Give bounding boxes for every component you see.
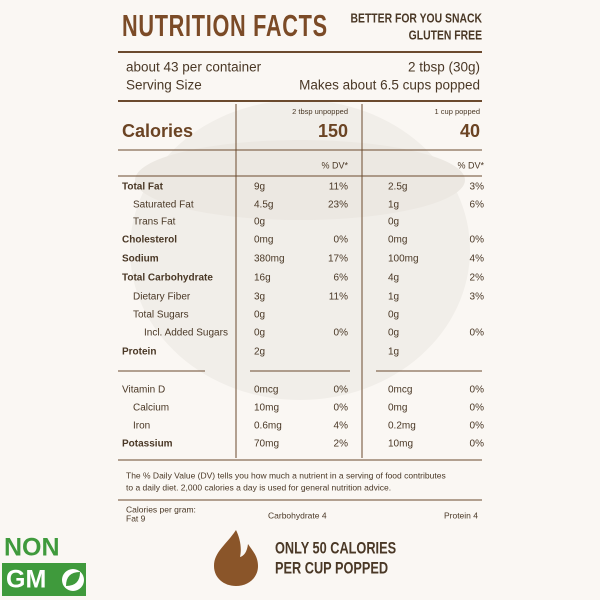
nutrient-name: Cholesterol bbox=[122, 235, 177, 246]
amount: 2g bbox=[254, 347, 265, 358]
tagline: BETTER FOR YOU SNACK bbox=[351, 11, 483, 25]
column-header: 2 tbsp unpopped bbox=[292, 107, 348, 116]
amount: 2.5g bbox=[388, 182, 407, 193]
nutrient-name: Protein bbox=[122, 347, 156, 358]
amount: 4.5g bbox=[254, 200, 273, 211]
carb-per-gram: Carbohydrate 4 bbox=[268, 510, 327, 520]
daily-value: 0% bbox=[470, 439, 485, 450]
tagline: GLUTEN FREE bbox=[409, 28, 482, 42]
amount: 0.2mg bbox=[388, 421, 416, 432]
daily-value: 2% bbox=[334, 439, 349, 450]
badge-text: GM bbox=[6, 566, 46, 594]
daily-value: 6% bbox=[470, 200, 485, 211]
amount: 9g bbox=[254, 182, 265, 193]
amount: 10mg bbox=[254, 403, 279, 414]
footnote: The % Daily Value (DV) tells you how muc… bbox=[126, 470, 446, 480]
calories-label: Calories bbox=[122, 121, 193, 141]
amount: 0g bbox=[388, 310, 399, 321]
daily-value: 0% bbox=[470, 421, 485, 432]
amount: 10mg bbox=[388, 439, 413, 450]
nutrient-name: Calcium bbox=[133, 403, 169, 414]
daily-value: 17% bbox=[328, 254, 348, 265]
daily-value: 0% bbox=[334, 235, 349, 246]
daily-value: 11% bbox=[329, 182, 348, 193]
amount: 1g bbox=[388, 347, 399, 358]
badge-text: NON bbox=[4, 534, 60, 562]
daily-value: 0% bbox=[334, 328, 349, 339]
daily-value: 3% bbox=[470, 292, 485, 303]
nutrient-name: Sodium bbox=[122, 254, 159, 265]
callout: ONLY 50 CALORIES bbox=[275, 539, 396, 558]
daily-value: 6% bbox=[334, 273, 349, 284]
amount: 0mcg bbox=[388, 385, 412, 396]
footnote: to a daily diet. 2,000 calories a day is… bbox=[126, 482, 391, 492]
daily-value: 23% bbox=[328, 200, 348, 211]
serving-size: Makes about 6.5 cups popped bbox=[299, 78, 480, 93]
flame-icon bbox=[214, 530, 258, 586]
nutrient-name: Dietary Fiber bbox=[133, 292, 191, 303]
nutrient-name: Iron bbox=[133, 421, 150, 432]
amount: 100mg bbox=[388, 254, 419, 265]
nutrient-name: Total Carbohydrate bbox=[122, 273, 213, 284]
amount: 0mg bbox=[388, 403, 407, 414]
daily-value: 0% bbox=[470, 235, 485, 246]
daily-value: 0% bbox=[334, 403, 349, 414]
daily-value: 3% bbox=[470, 182, 485, 193]
amount: 0mcg bbox=[254, 385, 278, 396]
serving-size-label: Serving Size bbox=[126, 78, 202, 93]
column-header: 1 cup popped bbox=[435, 107, 480, 116]
daily-value: 2% bbox=[470, 273, 485, 284]
daily-value: 11% bbox=[329, 292, 348, 303]
daily-value: 4% bbox=[470, 254, 485, 265]
nutrient-name: Potassium bbox=[122, 439, 173, 450]
calories-value: 150 bbox=[318, 121, 348, 141]
daily-value: 0% bbox=[334, 385, 349, 396]
calories-per-gram: Calories per gram: bbox=[126, 504, 196, 514]
protein-per-gram: Protein 4 bbox=[444, 510, 478, 520]
dv-header: % DV* bbox=[457, 160, 484, 170]
serving-amount: 2 tbsp (30g) bbox=[408, 60, 480, 75]
dv-header: % DV* bbox=[321, 160, 348, 170]
amount: 0g bbox=[254, 217, 265, 228]
amount: 0g bbox=[254, 328, 265, 339]
title: NUTRITION FACTS bbox=[122, 8, 328, 43]
amount: 4g bbox=[388, 273, 399, 284]
amount: 16g bbox=[254, 273, 271, 284]
amount: 3g bbox=[254, 292, 265, 303]
nutrient-rows: Total Fat 9g 11% 2.5g 3% Saturated Fat 4.5g 23%… bbox=[122, 182, 484, 450]
nutrient-name: Trans Fat bbox=[133, 217, 176, 228]
leaf bbox=[66, 572, 80, 586]
daily-value: 0% bbox=[470, 403, 485, 414]
callout: PER CUP POPPED bbox=[275, 559, 388, 578]
nutrient-name: Total Sugars bbox=[133, 310, 189, 321]
non-gmo-badge: NON GM bbox=[2, 534, 86, 596]
calories-value: 40 bbox=[460, 121, 480, 141]
daily-value: 0% bbox=[470, 328, 485, 339]
amount: 0g bbox=[388, 217, 399, 228]
amount: 0mg bbox=[388, 235, 407, 246]
nutrient-name: Saturated Fat bbox=[133, 200, 194, 211]
amount: 0.6mg bbox=[254, 421, 282, 432]
nutrient-name: Total Fat bbox=[122, 182, 164, 193]
amount: 0g bbox=[388, 328, 399, 339]
daily-value: 0% bbox=[470, 385, 485, 396]
nutrient-name: Incl. Added Sugars bbox=[144, 328, 228, 339]
amount: 380mg bbox=[254, 254, 285, 265]
amount: 0g bbox=[254, 310, 265, 321]
fat-per-gram: Fat 9 bbox=[126, 513, 146, 523]
servings: about 43 per container bbox=[126, 60, 262, 75]
amount: 0mg bbox=[254, 235, 273, 246]
amount: 1g bbox=[388, 200, 399, 211]
bowl-rim bbox=[135, 140, 465, 220]
amount: 70mg bbox=[254, 439, 279, 450]
daily-value: 4% bbox=[334, 421, 349, 432]
amount: 1g bbox=[388, 292, 399, 303]
nutrient-name: Vitamin D bbox=[122, 385, 165, 396]
